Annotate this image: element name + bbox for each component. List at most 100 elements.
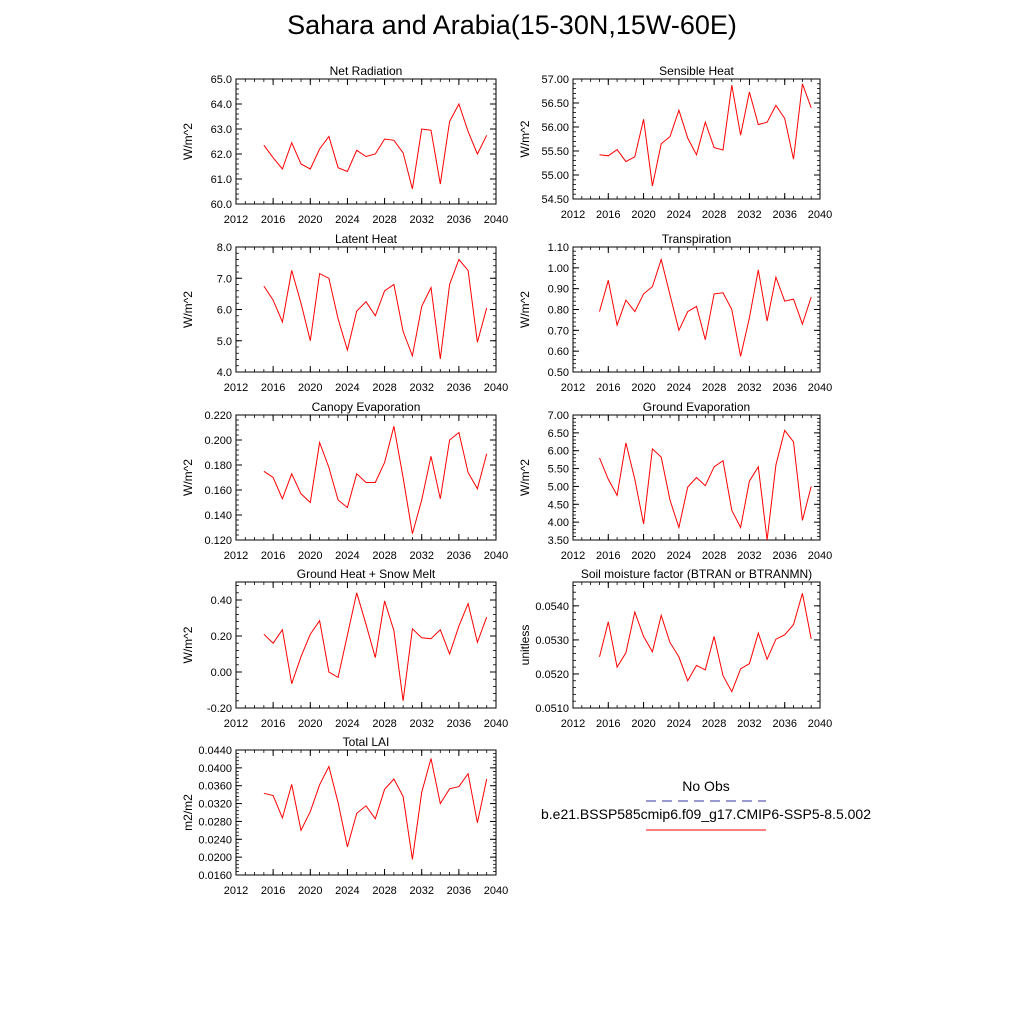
y-tick-label: 0.40 bbox=[211, 595, 232, 607]
y-axis-label: m2/m2 bbox=[181, 794, 195, 831]
figure-title: Sahara and Arabia(15-30N,15W-60E) bbox=[287, 10, 737, 40]
y-tick-label: 0.0320 bbox=[198, 799, 232, 811]
chart-panel-2: 2012 2016 2020 2024 2028 2032 2036 2040 54.50 55.… bbox=[518, 64, 832, 221]
plot-frame bbox=[235, 749, 497, 876]
panel-title: Canopy Evaporation bbox=[312, 400, 421, 414]
y-tick-label: 0.60 bbox=[548, 346, 569, 358]
x-tick-label: 2024 bbox=[335, 550, 359, 562]
x-tick-label: 2040 bbox=[484, 885, 508, 897]
y-tick-label: 0.200 bbox=[204, 435, 232, 447]
y-tick-label: 4.00 bbox=[548, 517, 569, 529]
y-tick-label: 0.0540 bbox=[535, 601, 569, 613]
x-tick-label: 2024 bbox=[667, 382, 691, 394]
panel-title: Ground Evaporation bbox=[643, 400, 750, 414]
y-tick-label: 1.00 bbox=[548, 263, 569, 275]
plot-frame bbox=[572, 246, 821, 373]
series-line bbox=[599, 429, 812, 541]
x-tick-label: 2020 bbox=[298, 718, 322, 730]
x-tick-label: 2024 bbox=[335, 718, 359, 730]
x-tick-label: 2028 bbox=[702, 550, 726, 562]
x-tick-label: 2012 bbox=[561, 209, 585, 221]
y-tick-label: 5.00 bbox=[548, 481, 569, 493]
y-tick-label: 0.00 bbox=[211, 667, 232, 679]
x-tick-label: 2020 bbox=[298, 885, 322, 897]
x-tick-label: 2032 bbox=[409, 550, 433, 562]
y-tick-label: 0.0400 bbox=[198, 763, 232, 775]
x-tick-label: 2024 bbox=[667, 550, 691, 562]
x-tick-label: 2040 bbox=[484, 550, 508, 562]
x-tick-label: 2012 bbox=[224, 550, 248, 562]
x-tick-label: 2032 bbox=[409, 885, 433, 897]
y-tick-label: 0.180 bbox=[204, 460, 232, 472]
series-line bbox=[263, 258, 488, 359]
y-axis-label: W/m^2 bbox=[518, 459, 532, 496]
legend-model-label: b.e21.BSSP585cmip6.f09_g17.CMIP6-SSP5-8.… bbox=[541, 806, 871, 822]
x-tick-label: 2024 bbox=[335, 382, 359, 394]
x-tick-label: 2032 bbox=[409, 718, 433, 730]
y-tick-label: 0.140 bbox=[204, 510, 232, 522]
y-tick-label: 60.0 bbox=[211, 199, 232, 211]
plot-frame bbox=[235, 581, 497, 709]
y-axis-label: W/m^2 bbox=[518, 291, 532, 328]
series-line bbox=[263, 758, 488, 860]
series-line bbox=[599, 257, 812, 357]
x-tick-label: 2028 bbox=[372, 885, 396, 897]
y-tick-label: 61.0 bbox=[211, 174, 232, 186]
y-tick-label: 8.0 bbox=[217, 242, 232, 254]
y-tick-label: 0.0160 bbox=[198, 870, 232, 882]
y-tick-label: 7.0 bbox=[217, 273, 232, 285]
y-tick-label: 0.0510 bbox=[535, 703, 569, 715]
y-tick-label: 4.50 bbox=[548, 499, 569, 511]
x-tick-label: 2020 bbox=[298, 550, 322, 562]
x-tick-label: 2020 bbox=[631, 550, 655, 562]
x-tick-label: 2024 bbox=[667, 718, 691, 730]
plot-frame bbox=[572, 581, 821, 709]
chart-panel-3: 2012 2016 2020 2024 2028 2032 2036 2040 4.0 5.0 6.… bbox=[181, 232, 508, 394]
x-tick-label: 2016 bbox=[261, 214, 285, 226]
x-tick-label: 2040 bbox=[808, 382, 832, 394]
plot-frame bbox=[572, 78, 821, 200]
x-tick-label: 2040 bbox=[484, 718, 508, 730]
x-tick-label: 2032 bbox=[409, 214, 433, 226]
x-tick-label: 2016 bbox=[596, 718, 620, 730]
y-axis-label: W/m^2 bbox=[181, 459, 195, 496]
y-tick-label: 0.70 bbox=[548, 325, 569, 337]
x-tick-label: 2028 bbox=[702, 718, 726, 730]
x-tick-label: 2020 bbox=[298, 214, 322, 226]
x-tick-label: 2036 bbox=[772, 718, 796, 730]
x-tick-label: 2032 bbox=[409, 382, 433, 394]
chart-panel-6: 2012 2016 2020 2024 2028 2032 2036 2040 3.50 4.00… bbox=[518, 400, 832, 562]
x-tick-label: 2036 bbox=[447, 214, 471, 226]
x-tick-label: 2036 bbox=[447, 550, 471, 562]
legend bbox=[646, 800, 766, 831]
x-tick-label: 2016 bbox=[596, 550, 620, 562]
x-tick-label: 2032 bbox=[737, 718, 761, 730]
x-tick-label: 2036 bbox=[447, 718, 471, 730]
y-tick-label: 0.90 bbox=[548, 284, 569, 296]
series-line bbox=[263, 592, 488, 701]
series-line bbox=[263, 426, 488, 534]
y-tick-label: 56.00 bbox=[541, 122, 569, 134]
chart-panel-5: 2012 2016 2020 2024 2028 2032 2036 2040 0.120 0.1… bbox=[181, 400, 508, 562]
y-tick-label: 65.0 bbox=[211, 74, 232, 86]
y-tick-label: 4.0 bbox=[217, 367, 232, 379]
panel-title: Ground Heat + Snow Melt bbox=[297, 567, 436, 581]
y-axis-label: unitless bbox=[518, 625, 532, 666]
x-tick-label: 2016 bbox=[261, 550, 285, 562]
x-tick-label: 2020 bbox=[631, 209, 655, 221]
y-tick-label: 5.0 bbox=[217, 336, 232, 348]
y-axis-label: W/m^2 bbox=[181, 123, 195, 160]
x-tick-label: 2028 bbox=[372, 214, 396, 226]
y-tick-label: 55.00 bbox=[541, 170, 569, 182]
series-line bbox=[263, 102, 488, 190]
y-tick-label: 57.00 bbox=[541, 74, 569, 86]
y-tick-label: 0.0440 bbox=[198, 745, 232, 757]
y-tick-label: 0.50 bbox=[548, 367, 569, 379]
legend-obs-label: No Obs bbox=[682, 778, 730, 794]
x-tick-label: 2024 bbox=[667, 209, 691, 221]
x-tick-label: 2016 bbox=[596, 382, 620, 394]
x-tick-label: 2040 bbox=[484, 382, 508, 394]
x-tick-label: 2036 bbox=[772, 209, 796, 221]
x-tick-label: 2028 bbox=[372, 718, 396, 730]
